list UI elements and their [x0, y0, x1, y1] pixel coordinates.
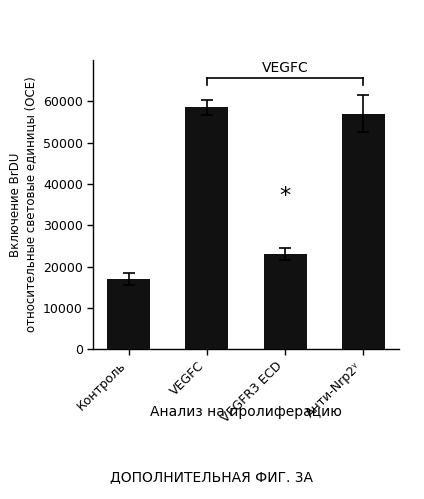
Bar	[185, 107, 229, 349]
Text: VEGFC: VEGFC	[262, 61, 308, 75]
Bar	[263, 254, 307, 349]
Text: ДОПОЛНИТЕЛЬНАЯ ФИГ. 3А: ДОПОЛНИТЕЛЬНАЯ ФИГ. 3А	[111, 470, 313, 484]
Y-axis label: Включение BrDU
относительные световые единицы (ОСЕ): Включение BrDU относительные световые ед…	[9, 77, 37, 332]
Bar	[342, 114, 385, 349]
Text: Анализ на пролиферацию: Анализ на пролиферацию	[150, 405, 342, 419]
Bar	[107, 279, 150, 349]
Text: *: *	[279, 186, 290, 206]
